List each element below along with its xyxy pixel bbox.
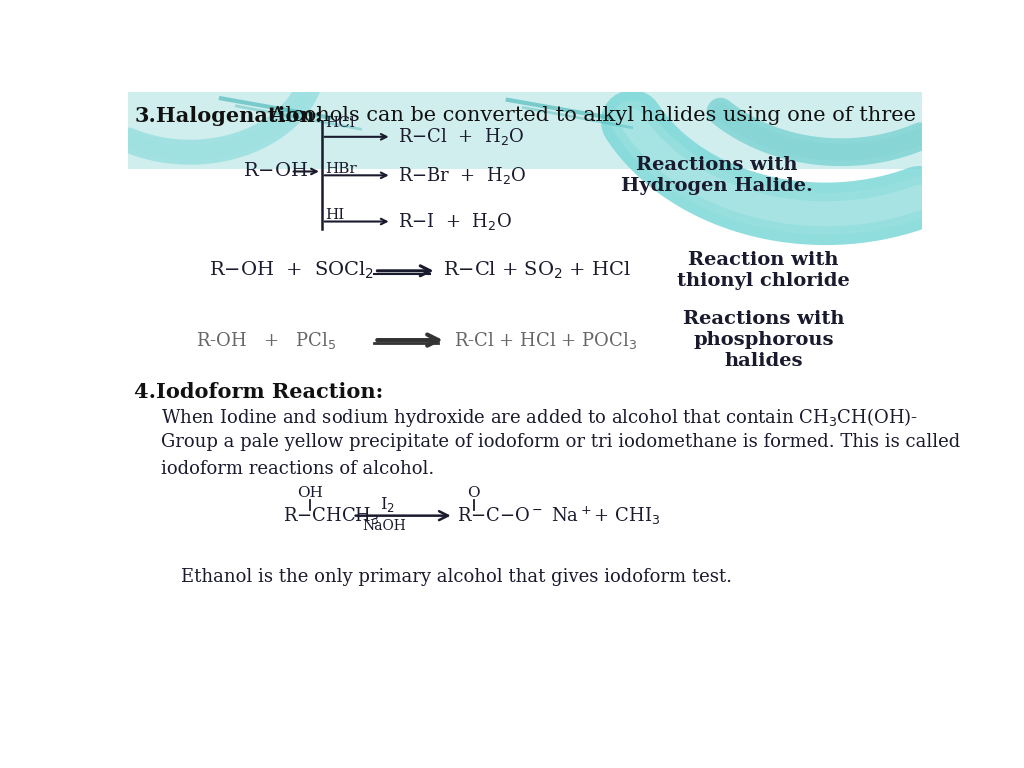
- Text: R-OH   +   PCl$_5$: R-OH + PCl$_5$: [197, 329, 337, 351]
- Text: HBr: HBr: [326, 162, 357, 176]
- Text: O: O: [467, 485, 480, 499]
- Bar: [128, 92, 922, 169]
- Text: R$-$Cl  +  H$_2$O: R$-$Cl + H$_2$O: [397, 126, 524, 147]
- Text: NaOH: NaOH: [361, 519, 406, 534]
- Text: R$-$Cl + SO$_2$ + HCl: R$-$Cl + SO$_2$ + HCl: [442, 260, 631, 281]
- Text: Reactions with
Hydrogen Halide.: Reactions with Hydrogen Halide.: [622, 156, 813, 195]
- Text: R$-$Br  +  H$_2$O: R$-$Br + H$_2$O: [397, 165, 526, 186]
- Text: Reactions with
phosphorous
halides: Reactions with phosphorous halides: [683, 310, 844, 370]
- Text: R$-$C$-$O$^-$ Na$^+$+ CHI$_3$: R$-$C$-$O$^-$ Na$^+$+ CHI$_3$: [458, 505, 660, 527]
- Text: R$-$I  +  H$_2$O: R$-$I + H$_2$O: [397, 211, 512, 232]
- Text: R$-$OH: R$-$OH: [243, 163, 307, 180]
- Text: iodoform reactions of alcohol.: iodoform reactions of alcohol.: [161, 460, 434, 478]
- Text: HI: HI: [326, 208, 345, 223]
- Text: Ethanol is the only primary alcohol that gives iodoform test.: Ethanol is the only primary alcohol that…: [180, 568, 732, 586]
- Text: Group a pale yellow precipitate of iodoform or tri iodomethane is formed. This i: Group a pale yellow precipitate of iodof…: [161, 433, 959, 452]
- Text: R$-$OH  +  SOCl$_2$: R$-$OH + SOCl$_2$: [209, 260, 375, 281]
- Text: 3.Halogenation:: 3.Halogenation:: [134, 106, 323, 126]
- Text: HCl: HCl: [326, 116, 355, 130]
- Text: Reaction with
thionyl chloride: Reaction with thionyl chloride: [677, 251, 850, 290]
- Text: Alcohols can be converted to alkyl halides using one of three: Alcohols can be converted to alkyl halid…: [257, 106, 916, 125]
- Text: When Iodine and sodium hydroxide are added to alcohol that contain CH$_3$CH(OH)-: When Iodine and sodium hydroxide are add…: [161, 406, 918, 429]
- Text: OH: OH: [297, 485, 323, 499]
- Text: I$_2$: I$_2$: [380, 495, 395, 515]
- Text: R-Cl + HCl + POCl$_3$: R-Cl + HCl + POCl$_3$: [454, 329, 637, 351]
- Text: R$-$CHCH$_3$: R$-$CHCH$_3$: [283, 505, 380, 526]
- Text: 4.Iodoform Reaction:: 4.Iodoform Reaction:: [134, 382, 383, 402]
